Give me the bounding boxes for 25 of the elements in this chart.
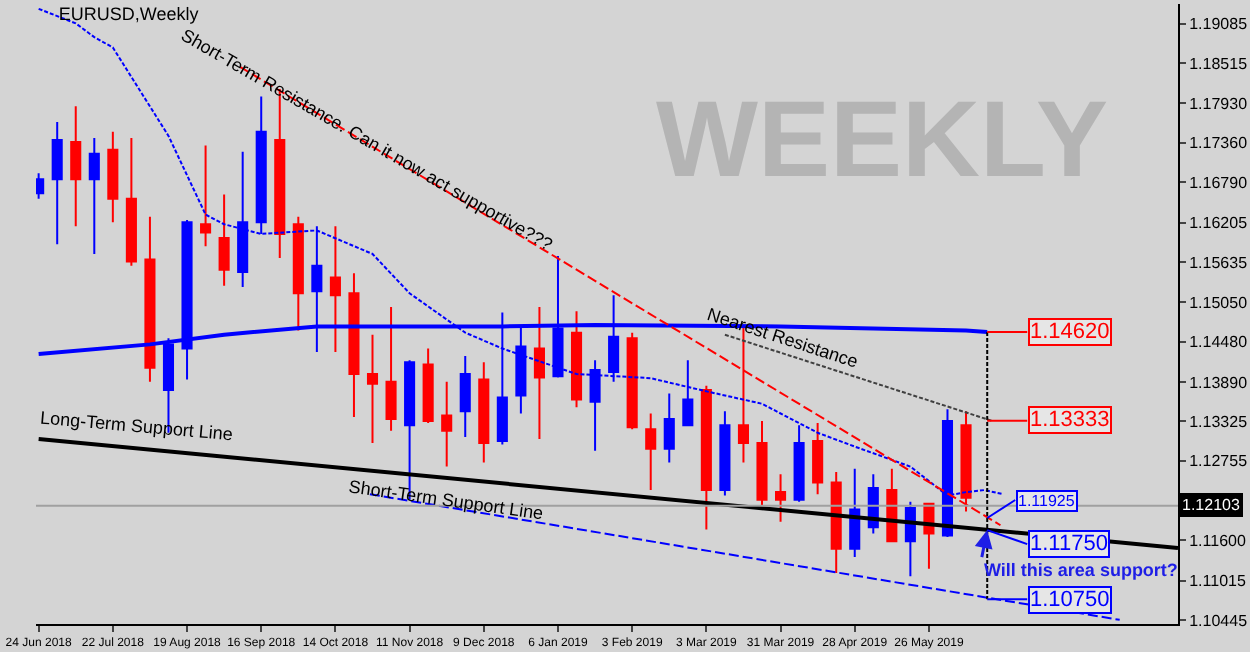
y-tick-label: 1.15050 bbox=[1189, 293, 1249, 312]
y-tick-label: 1.11600 bbox=[1189, 532, 1247, 551]
y-tick-label: 1.14480 bbox=[1189, 333, 1249, 352]
y-tick-label: 1.13890 bbox=[1189, 373, 1249, 392]
y-tick-label: 1.13325 bbox=[1189, 412, 1249, 431]
annotation: 1.11750 bbox=[1030, 532, 1108, 556]
annotation: Short-Term Support Line bbox=[347, 476, 545, 524]
annotation: 1.10750 bbox=[1030, 588, 1110, 612]
y-tick-label: 1.19085 bbox=[1189, 15, 1249, 34]
annotation: Long-Term Support Line bbox=[39, 407, 234, 445]
chart-title: EURUSD,Weekly bbox=[58, 3, 200, 24]
y-tick-label: 1.17930 bbox=[1189, 95, 1249, 114]
y-tick-label: 1.11015 bbox=[1189, 572, 1247, 591]
y-tick-label: 1.16205 bbox=[1189, 214, 1249, 233]
y-tick-label: 1.18515 bbox=[1189, 54, 1249, 73]
annotation: Will this area support? bbox=[984, 560, 1178, 580]
y-tick-label: 1.12755 bbox=[1189, 452, 1249, 471]
ref-line-label: 1.12103 bbox=[1182, 496, 1241, 514]
y-tick-label: 1.16790 bbox=[1189, 173, 1249, 192]
y-tick-label: 1.17360 bbox=[1189, 134, 1249, 153]
y-tick-label: 1.10445 bbox=[1189, 611, 1249, 630]
y-tick-label: 1.15635 bbox=[1189, 253, 1249, 272]
annotation: 1.13333 bbox=[1030, 408, 1110, 432]
annotation: 1.14620 bbox=[1030, 320, 1110, 344]
annotation: 1.11925 bbox=[1018, 492, 1076, 510]
